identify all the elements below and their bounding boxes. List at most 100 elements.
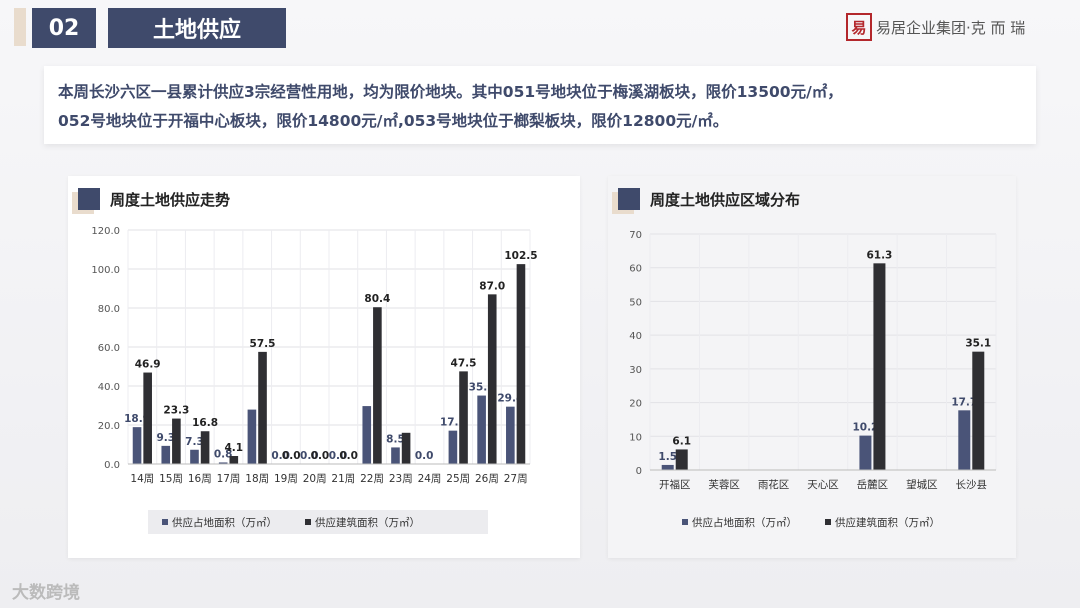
bar [477, 395, 486, 464]
header-mark-icon [78, 188, 100, 210]
y-tick-label: 60 [629, 264, 642, 275]
y-tick-label: 40.0 [98, 382, 120, 393]
x-tick-label: 25周 [446, 473, 470, 485]
section-number: 02 [32, 8, 96, 48]
decorative-bar [14, 8, 26, 46]
data-label: 47.5 [451, 357, 477, 369]
data-label: 10.2 [852, 422, 878, 434]
bar [873, 263, 886, 470]
bar [362, 406, 372, 464]
weekly-trend-title: 周度土地供应走势 [110, 190, 231, 209]
summary-line-1: 本周长沙六区一县累计供应3宗经营性用地，均为限价地块。其中051号地块位于梅溪湖… [58, 83, 843, 101]
x-tick-label: 14周 [130, 473, 154, 485]
y-tick-label: 80.0 [98, 304, 120, 315]
bar [200, 431, 210, 464]
bar [448, 430, 458, 464]
bar [516, 264, 526, 464]
x-tick-label: 望城区 [906, 478, 938, 491]
data-label: 4.1 [225, 442, 244, 454]
data-label: 16.8 [192, 417, 218, 429]
legend-label-land: 供应占地面积（万㎡） [172, 516, 277, 529]
weekly-trend-header: 周度土地供应走势 [78, 188, 230, 210]
data-label: 17.7 [951, 396, 977, 408]
y-tick-label: 50 [629, 297, 642, 308]
x-tick-label: 芙蓉区 [708, 478, 740, 491]
district-title: 周度土地供应区域分布 [650, 190, 801, 209]
data-label: 1.5 [658, 451, 677, 463]
data-label: 61.3 [866, 249, 892, 261]
data-label: 0.0 [329, 450, 348, 462]
weekly-trend-chart: 0.020.040.060.080.0100.0120.014周18.946.9… [91, 226, 537, 485]
data-label: 9.3 [156, 432, 175, 444]
data-label: 0.0 [282, 450, 301, 462]
data-label: 0.0 [339, 450, 358, 462]
bar [172, 418, 181, 464]
district-header: 周度土地供应区域分布 [618, 188, 800, 210]
x-tick-label: 21周 [331, 473, 355, 485]
y-tick-label: 70 [629, 230, 642, 241]
x-tick-label: 18周 [245, 473, 269, 485]
bar [132, 427, 142, 464]
legend-label-build: 供应建筑面积（万㎡） [835, 516, 940, 529]
x-tick-label: 27周 [504, 473, 528, 485]
legend-item-land: 供应占地面积（万㎡） [162, 515, 277, 530]
x-tick-label: 24周 [418, 473, 442, 485]
bar [247, 409, 257, 464]
watermark: 大数跨境 [12, 583, 80, 603]
legend-item-build: 供应建筑面积（万㎡） [825, 515, 940, 530]
y-tick-label: 40 [629, 331, 642, 342]
data-label: 0.0 [415, 450, 434, 462]
bar [190, 449, 199, 464]
bar [958, 410, 971, 470]
district-legend: 供应占地面积（万㎡） 供应建筑面积（万㎡） [668, 510, 968, 534]
y-tick-label: 0.0 [104, 460, 120, 471]
x-tick-label: 17周 [217, 473, 241, 485]
data-label: 7.3 [185, 436, 204, 448]
legend-item-build: 供应建筑面积（万㎡） [305, 515, 420, 530]
x-tick-label: 长沙县 [956, 479, 988, 491]
data-label: 6.1 [672, 435, 691, 447]
x-tick-label: 16周 [188, 473, 212, 485]
data-label: 0.0 [271, 450, 290, 462]
district-panel: 周度土地供应区域分布 0 10 20 30 40 50 60 70 开福区 1.5 6.1 芙蓉区 雨花… [608, 176, 1016, 558]
data-label: 23.3 [163, 405, 189, 417]
data-label: 102.5 [504, 250, 537, 262]
x-tick-label: 开福区 [659, 478, 691, 491]
y-tick-label: 100.0 [91, 265, 120, 276]
legend-swatch-build [305, 519, 311, 525]
bar [373, 307, 382, 464]
brand-name: 易居企业集团·克 而 瑞 [876, 18, 1026, 37]
data-label: 35.1 [965, 338, 991, 350]
y-tick-label: 20.0 [98, 421, 120, 432]
bar [391, 447, 400, 464]
bar [218, 462, 228, 464]
data-label: 0.0 [311, 450, 330, 462]
weekly-trend-legend: 供应占地面积（万㎡） 供应建筑面积（万㎡） [148, 510, 488, 534]
x-tick-label: 雨花区 [758, 478, 790, 491]
x-tick-label: 26周 [475, 473, 499, 485]
header-mark-icon [618, 188, 640, 210]
x-tick-label: 19周 [274, 473, 298, 485]
brand-logo: 易 易居企业集团·克 而 瑞 [846, 13, 1025, 41]
data-label: 46.9 [135, 359, 161, 371]
brand-seal-icon: 易 [846, 13, 872, 41]
legend-label-land: 供应占地面积（万㎡） [692, 516, 797, 529]
x-tick-label: 岳麓区 [857, 478, 889, 491]
bar [506, 406, 515, 464]
legend-item-land: 供应占地面积（万㎡） [682, 515, 797, 530]
legend-swatch-land [682, 519, 688, 525]
bar [859, 435, 872, 470]
x-tick-label: 天心区 [807, 479, 839, 491]
bar [459, 371, 468, 464]
summary-line-2: 052号地块位于开福中心板块，限价14800元/㎡,053号地块位于榔梨板块，限… [58, 112, 729, 130]
weekly-trend-panel: 周度土地供应走势 0.0 20.0 40.0 60.0 80.0 100.0 120.0 14… [68, 176, 580, 558]
y-tick-label: 60.0 [98, 343, 120, 354]
y-tick-label: 120.0 [91, 226, 120, 237]
bar [229, 456, 239, 464]
section-title: 土地供应 [108, 8, 286, 48]
x-tick-label: 15周 [159, 473, 183, 485]
bar [675, 449, 688, 470]
x-tick-label: 23周 [389, 473, 413, 485]
bar [661, 464, 674, 470]
bar [258, 351, 267, 464]
